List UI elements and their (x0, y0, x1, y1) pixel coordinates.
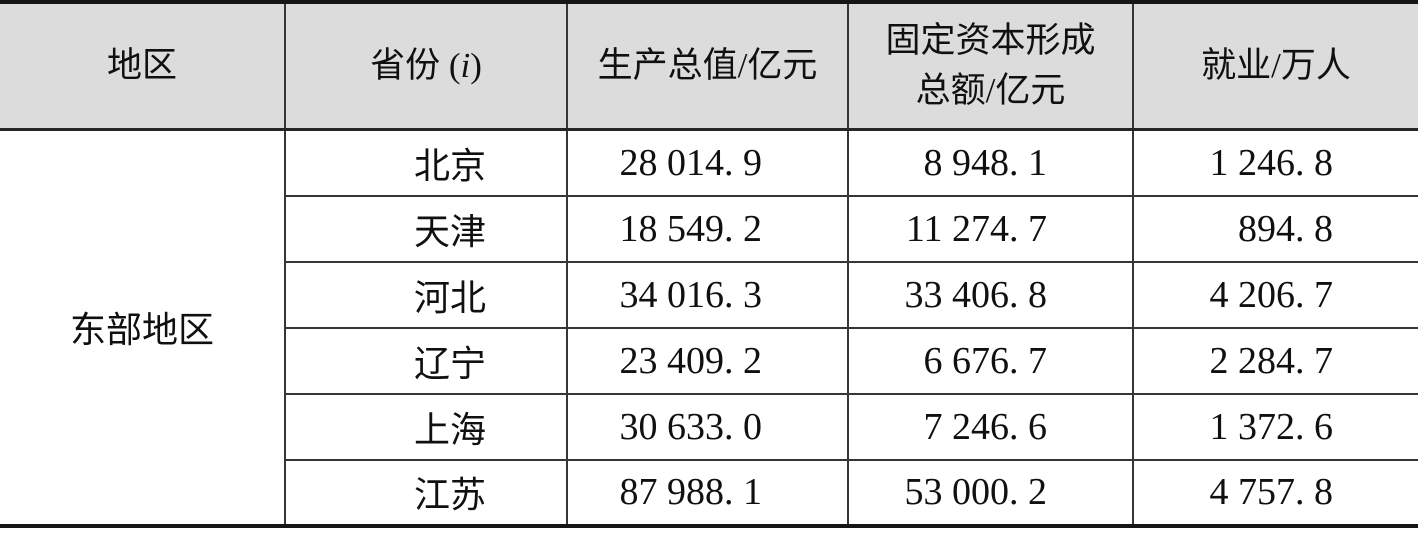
gdp-cell: 18 549. 2 (566, 194, 848, 262)
column-header-employment: 就业/万人 (1132, 2, 1418, 131)
province-header-close-paren: ) (470, 46, 482, 86)
gdp-cell: 28 014. 9 (566, 128, 848, 196)
gdp-cell: 30 633. 0 (566, 392, 848, 460)
employment-cell: 2 284. 7 (1132, 326, 1418, 394)
index-variable-i: i (460, 46, 471, 86)
fixed-capital-header-line1: 固定资本形成 (885, 21, 1096, 61)
gdp-cell: 23 409. 2 (566, 326, 848, 394)
employment-cell: 4 757. 8 (1132, 458, 1418, 526)
fixed-capital-cell: 33 406. 8 (847, 260, 1133, 328)
employment-cell: 4 206. 7 (1132, 260, 1418, 328)
province-cell: 上海 (284, 392, 567, 460)
header-row: 地区 省份 (i) 生产总值/亿元 固定资本形成 总额/亿元 就业/万人 (0, 2, 1418, 131)
province-header-text: 省份 ( (370, 46, 461, 86)
province-cell: 天津 (284, 194, 567, 262)
fixed-capital-cell: 8 948. 1 (847, 128, 1133, 196)
employment-cell: 1 246. 8 (1132, 128, 1418, 196)
column-header-province: 省份 (i) (284, 2, 567, 131)
gdp-cell: 34 016. 3 (566, 260, 848, 328)
fixed-capital-cell: 6 676. 7 (847, 326, 1133, 394)
table-row-liaoning: 辽宁 23 409. 2 6 676. 7 2 284. 7 (0, 326, 1418, 394)
employment-cell: 1 372. 6 (1132, 392, 1418, 460)
table-row-beijing: 东部地区 北京 28 014. 9 8 948. 1 1 246. 8 (0, 128, 1418, 526)
employment-cell: 894. 8 (1132, 194, 1418, 262)
table-row-shanghai: 上海 30 633. 0 7 246. 6 1 372. 6 (0, 392, 1418, 460)
column-header-region: 地区 (0, 2, 285, 131)
column-header-gdp: 生产总值/亿元 (566, 2, 848, 131)
gdp-cell: 87 988. 1 (566, 458, 848, 526)
column-header-fixed-capital: 固定资本形成 总额/亿元 (847, 2, 1133, 131)
table-row-tianjin: 天津 18 549. 2 11 274. 7 894. 8 (0, 194, 1418, 262)
province-cell: 辽宁 (284, 326, 567, 394)
fixed-capital-cell: 11 274. 7 (847, 194, 1133, 262)
fixed-capital-cell: 53 000. 2 (847, 458, 1133, 526)
fixed-capital-header-line2: 总额/亿元 (915, 71, 1066, 110)
province-cell: 河北 (284, 260, 567, 328)
table-row-jiangsu: 江苏 87 988. 1 53 000. 2 4 757. 8 (0, 458, 1418, 526)
province-cell: 江苏 (284, 458, 567, 526)
table-row-hebei: 河北 34 016. 3 33 406. 8 4 206. 7 (0, 260, 1418, 328)
fixed-capital-cell: 7 246. 6 (847, 392, 1133, 460)
province-cell: 北京 (284, 128, 567, 196)
region-group-cell: 东部地区 (0, 128, 285, 526)
